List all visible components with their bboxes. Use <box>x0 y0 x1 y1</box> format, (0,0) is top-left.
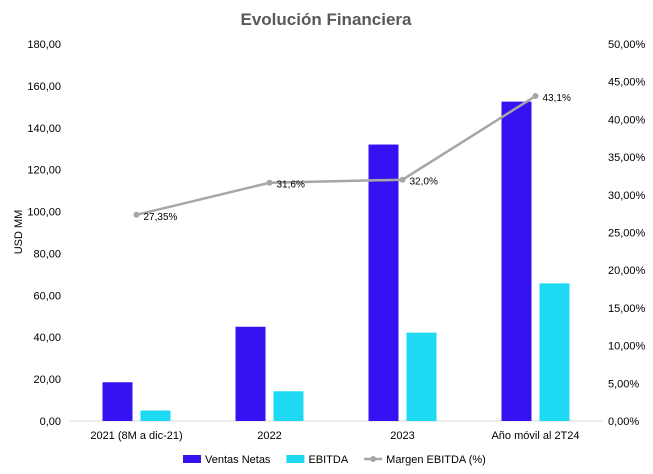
right-tick-label: 30,00% <box>608 190 646 202</box>
right-tick-label: 15,00% <box>608 303 646 315</box>
left-tick-label: 120,00 <box>27 165 61 177</box>
margin-line-layer: 27,35% 31,6% 32,0% 43,1% <box>133 93 571 223</box>
x-axis-ticks: 2021 (8M a dic-21) 2022 2023 Año móvil al 2… <box>90 430 579 442</box>
margin-data-label: 27,35% <box>144 212 178 223</box>
bar-ebitda <box>273 391 304 421</box>
margin-data-label: 43,1% <box>543 93 571 104</box>
right-tick-label: 25,00% <box>608 228 646 240</box>
right-tick-label: 50,00% <box>608 39 646 51</box>
right-tick-label: 10,00% <box>608 341 646 353</box>
y-axis-title: USD MM <box>13 210 25 255</box>
legend-label: Margen EBITDA (%) <box>386 454 486 466</box>
left-tick-label: 40,00 <box>33 332 61 344</box>
right-tick-label: 0,00% <box>608 416 639 428</box>
right-tick-label: 45,00% <box>608 77 646 89</box>
bars-layer <box>102 101 570 422</box>
margin-point <box>266 179 273 186</box>
legend-item: Ventas Netas <box>183 454 271 466</box>
legend-label: Ventas Netas <box>205 454 271 466</box>
right-tick-label: 35,00% <box>608 152 646 164</box>
left-tick-label: 180,00 <box>27 39 61 51</box>
x-tick-label: 2021 (8M a dic-21) <box>90 430 182 442</box>
left-tick-label: 0,00 <box>40 416 61 428</box>
x-tick-label: Año móvil al 2T24 <box>491 430 579 442</box>
bar-ventas-netas <box>235 326 266 421</box>
chart-title: Evolución Financiera <box>241 10 413 29</box>
margin-line <box>136 94 537 216</box>
legend-marker <box>370 456 377 462</box>
bar-ebitda <box>406 332 437 421</box>
left-tick-label: 160,00 <box>27 81 61 93</box>
legend-swatch <box>286 455 305 463</box>
bar-ventas-netas <box>501 101 532 421</box>
bar-ebitda <box>140 410 171 421</box>
right-axis-ticks: 0,00% 5,00% 10,00% 15,00% 20,00% 25,00% 30,00%… <box>608 39 646 428</box>
x-tick-label: 2023 <box>390 430 414 442</box>
left-tick-label: 140,00 <box>27 123 61 135</box>
right-tick-label: 20,00% <box>608 265 646 277</box>
bar-ventas-netas <box>368 144 399 422</box>
legend-item: Margen EBITDA (%) <box>364 454 486 466</box>
bar-ebitda <box>539 283 570 421</box>
margin-data-label: 31,6% <box>277 180 305 191</box>
margin-data-label: 32,0% <box>410 177 438 188</box>
legend-item: EBITDA <box>286 454 349 466</box>
margin-point <box>399 176 406 183</box>
margin-point <box>532 93 539 100</box>
legend-swatch <box>183 455 201 463</box>
x-tick-label: 2022 <box>257 430 281 442</box>
left-tick-label: 100,00 <box>27 207 61 219</box>
bar-ventas-netas <box>102 382 133 421</box>
margin-point <box>133 211 140 218</box>
right-tick-label: 5,00% <box>608 378 639 390</box>
left-tick-label: 20,00 <box>33 374 61 386</box>
left-tick-label: 80,00 <box>33 248 61 260</box>
legend: Ventas Netas EBITDA Margen EBITDA (%) <box>183 454 486 466</box>
left-axis-ticks: 0,00 20,00 40,00 60,00 80,00 100,00 120,00 140,… <box>27 39 61 428</box>
legend-label: EBITDA <box>308 454 348 466</box>
right-tick-label: 40,00% <box>608 114 646 126</box>
left-tick-label: 60,00 <box>33 290 61 302</box>
